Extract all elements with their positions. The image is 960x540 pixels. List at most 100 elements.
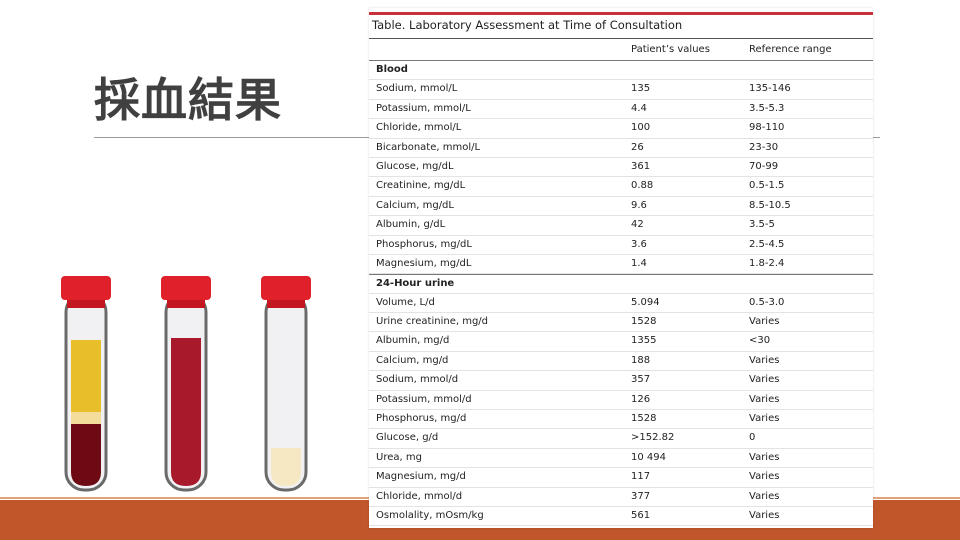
test-name: Creatinine, mg/dL <box>376 180 466 192</box>
table-section-header: 24-Hour urine <box>369 274 873 294</box>
reference-range: Varies <box>749 413 780 425</box>
patient-value: 117 <box>631 471 651 483</box>
patient-value: 100 <box>631 122 651 134</box>
column-header-reference-range: Reference range <box>749 44 832 55</box>
table-body: Blood Sodium, mmol/L 135 135-146 Potassium, … <box>369 61 873 527</box>
patient-value: 1.4 <box>631 257 647 269</box>
patient-value: 3.6 <box>631 238 647 250</box>
reference-range: 135-146 <box>749 83 791 95</box>
column-header-patient-values: Patient’s values <box>631 44 710 55</box>
test-name: Phosphorus, mg/dL <box>376 238 472 250</box>
table-row: Magnesium, mg/dL 1.4 1.8-2.4 <box>369 255 873 275</box>
slide-title: 採血結果 <box>94 73 282 127</box>
patient-value: 135 <box>631 83 651 95</box>
patient-value: 357 <box>631 374 651 386</box>
blood-tube-whole-icon <box>161 276 211 492</box>
patient-value: 5.094 <box>631 296 660 308</box>
table-row: Potassium, mmol/L 4.4 3.5-5.3 <box>369 100 873 120</box>
table-row: Urea, mg 10 494 Varies <box>369 449 873 469</box>
test-name: Glucose, g/d <box>376 432 439 444</box>
blood-tube-serum-icon <box>61 276 111 492</box>
patient-value: 0.88 <box>631 180 654 192</box>
table-row: Sodium, mmol/d 357 Varies <box>369 371 873 391</box>
reference-range: Varies <box>749 374 780 386</box>
test-name: Magnesium, mg/d <box>376 471 466 483</box>
table-row: Osmolality, mOsm/kg 561 Varies <box>369 507 873 527</box>
test-name: Chloride, mmol/L <box>376 122 462 134</box>
table-caption: Table. Laboratory Assessment at Time of … <box>372 18 683 32</box>
patient-value: 1355 <box>631 335 657 347</box>
table-row: Magnesium, mg/d 117 Varies <box>369 468 873 488</box>
patient-value: 9.6 <box>631 199 647 211</box>
table-row: Calcium, mg/d 188 Varies <box>369 352 873 372</box>
reference-range: 3.5-5.3 <box>749 102 785 114</box>
test-name: Phosphorus, mg/d <box>376 413 467 425</box>
table-row: Chloride, mmol/d 377 Varies <box>369 488 873 507</box>
reference-range: <30 <box>749 335 771 347</box>
section-label: Blood <box>376 64 408 75</box>
patient-value: 1528 <box>631 413 657 425</box>
reference-range: 3.5-5 <box>749 219 775 231</box>
patient-value: 1528 <box>631 316 657 328</box>
table-row: Albumin, g/dL 42 3.5-5 <box>369 216 873 236</box>
blood-tubes-illustration <box>61 276 311 492</box>
table-row: Glucose, mg/dL 361 70-99 <box>369 158 873 178</box>
test-name: Osmolality, mOsm/kg <box>376 509 484 521</box>
test-name: Bicarbonate, mmol/L <box>376 141 481 153</box>
test-name: Urea, mg <box>376 451 422 463</box>
table-row: Creatinine, mg/dL 0.88 0.5-1.5 <box>369 177 873 197</box>
test-name: Sodium, mmol/L <box>376 83 458 95</box>
table-row: Sodium, mmol/L 135 135-146 <box>369 80 873 100</box>
table-section-header: Blood <box>369 61 873 81</box>
reference-range: 0.5-3.0 <box>749 296 785 308</box>
patient-value: 42 <box>631 219 644 231</box>
test-name: Calcium, mg/dL <box>376 199 454 211</box>
reference-range: 2.5-4.5 <box>749 238 785 250</box>
patient-value: 188 <box>631 354 651 366</box>
test-name: Glucose, mg/dL <box>376 160 454 172</box>
header-divider <box>369 60 873 61</box>
test-name: Albumin, g/dL <box>376 219 446 231</box>
reference-range: 0.5-1.5 <box>749 180 785 192</box>
lab-results-table: Table. Laboratory Assessment at Time of … <box>369 8 873 528</box>
reference-range: 98-110 <box>749 122 785 134</box>
patient-value: 361 <box>631 160 651 172</box>
test-name: Albumin, mg/d <box>376 335 450 347</box>
test-name: Volume, L/d <box>376 296 435 308</box>
test-name: Chloride, mmol/d <box>376 490 463 502</box>
reference-range: 0 <box>749 432 756 444</box>
patient-value: 377 <box>631 490 651 502</box>
patient-value: 4.4 <box>631 102 647 114</box>
reference-range: Varies <box>749 316 780 328</box>
table-row: Volume, L/d 5.094 0.5-3.0 <box>369 294 873 314</box>
reference-range: Varies <box>749 354 780 366</box>
reference-range: 70-99 <box>749 160 779 172</box>
table-row: Bicarbonate, mmol/L 26 23-30 <box>369 139 873 158</box>
table-row: Urine creatinine, mg/d 1528 Varies <box>369 313 873 333</box>
reference-range: Varies <box>749 471 780 483</box>
table-row: Phosphorus, mg/d 1528 Varies <box>369 410 873 430</box>
patient-value: 561 <box>631 509 651 521</box>
table-row: Calcium, mg/dL 9.6 8.5-10.5 <box>369 197 873 217</box>
test-name: Potassium, mmol/L <box>376 102 471 114</box>
reference-range: Varies <box>749 509 780 521</box>
table-row: Phosphorus, mg/dL 3.6 2.5-4.5 <box>369 236 873 255</box>
section-label: 24-Hour urine <box>376 278 455 290</box>
table-row: Potassium, mmol/d 126 Varies <box>369 391 873 411</box>
test-name: Calcium, mg/d <box>376 354 449 366</box>
reference-range: Varies <box>749 451 780 463</box>
test-name: Sodium, mmol/d <box>376 374 459 386</box>
reference-range: 23-30 <box>749 141 779 153</box>
table-row: Glucose, g/d >152.82 0 <box>369 429 873 449</box>
reference-range: 8.5-10.5 <box>749 199 791 211</box>
table-top-rule <box>369 12 873 15</box>
patient-value: 10 494 <box>631 451 666 463</box>
table-row: Albumin, mg/d 1355 <30 <box>369 332 873 352</box>
caption-divider <box>369 38 873 39</box>
reference-range: 1.8-2.4 <box>749 257 785 269</box>
patient-value: 26 <box>631 141 644 153</box>
patient-value: 126 <box>631 393 651 405</box>
table-row: Chloride, mmol/L 100 98-110 <box>369 119 873 139</box>
blood-tube-empty-icon <box>261 276 311 492</box>
test-name: Urine creatinine, mg/d <box>376 316 489 328</box>
